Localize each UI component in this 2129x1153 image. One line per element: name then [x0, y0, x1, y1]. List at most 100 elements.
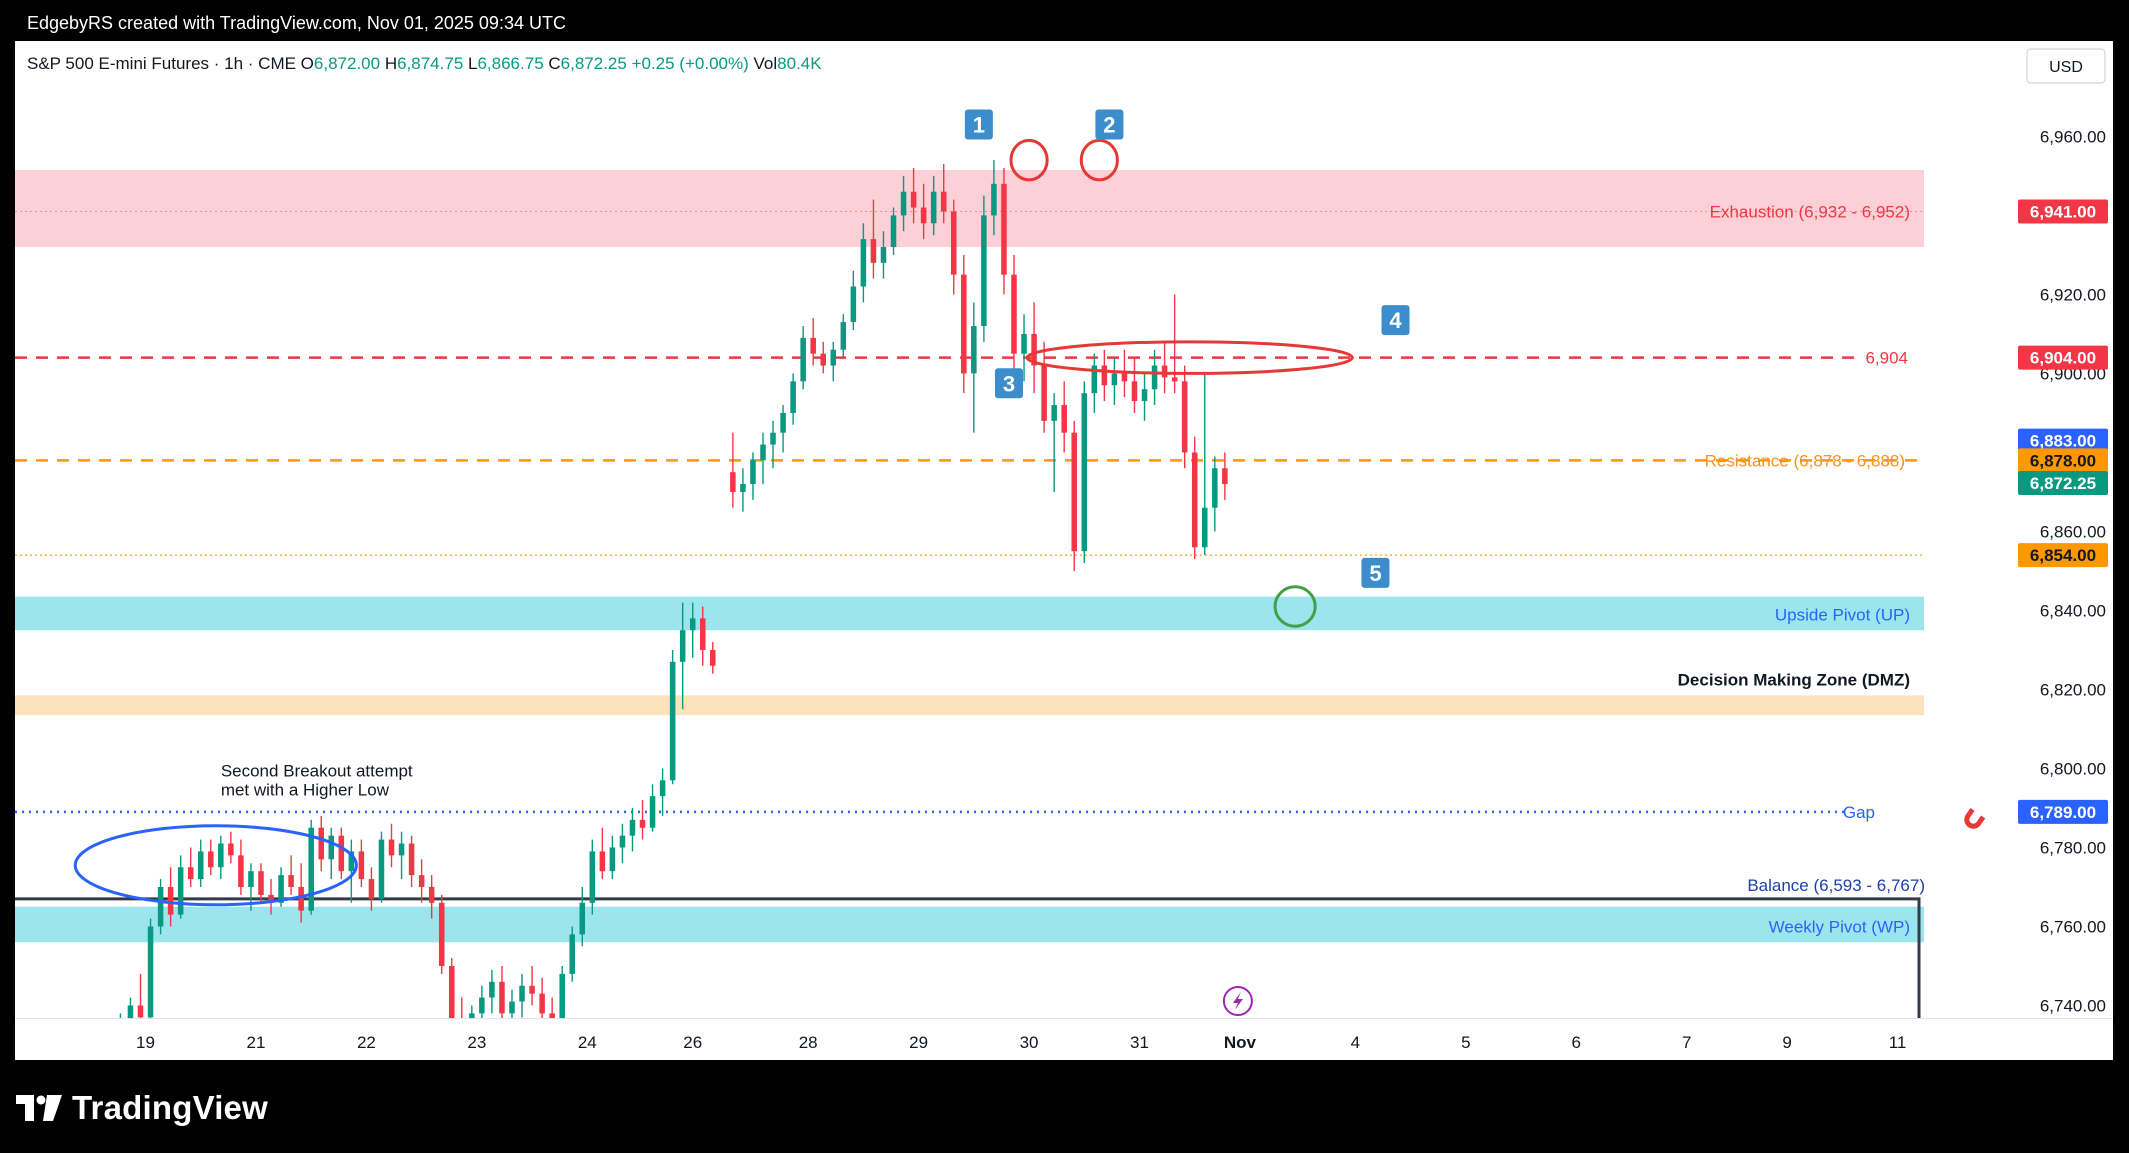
candle-85[interactable] [971, 302, 977, 433]
candle-80[interactable] [920, 183, 927, 240]
candle-9[interactable] [197, 839, 204, 887]
candle-28[interactable] [388, 823, 395, 868]
candle-7[interactable] [177, 855, 184, 919]
candle-84[interactable] [961, 254, 967, 394]
candle-89[interactable] [1011, 254, 1017, 374]
candle-3[interactable] [137, 973, 144, 1025]
candle-97[interactable] [1091, 353, 1098, 413]
marker-4[interactable]: 4 [1381, 305, 1410, 336]
candle-32[interactable] [428, 875, 435, 919]
candle-102[interactable] [1141, 373, 1148, 421]
price-label-3[interactable]: 6,878.00 [2018, 448, 2108, 473]
candle-79[interactable] [910, 168, 917, 224]
marker-3[interactable]: 3 [994, 368, 1023, 399]
candle-8[interactable] [187, 847, 194, 887]
candle-99[interactable] [1111, 357, 1118, 406]
candle-76[interactable] [880, 231, 887, 279]
candle-26[interactable] [368, 867, 375, 911]
marker-2[interactable]: 2 [1095, 109, 1124, 140]
candle-13[interactable] [238, 839, 244, 895]
price-label-2[interactable]: 6,883.00 [2018, 428, 2108, 453]
candle-2[interactable] [127, 997, 134, 1030]
candle-57[interactable] [679, 602, 686, 710]
candle-88[interactable] [1001, 168, 1007, 295]
candle-58[interactable] [689, 602, 696, 658]
candle-72[interactable] [840, 314, 847, 358]
candle-43[interactable] [539, 977, 545, 1025]
price-label-1[interactable]: 6,904.00 [2018, 345, 2108, 370]
candle-91[interactable] [1031, 302, 1037, 394]
candle-93[interactable] [1051, 393, 1057, 492]
candle-46[interactable] [569, 926, 575, 982]
candle-71[interactable] [830, 341, 837, 382]
candle-69[interactable] [810, 318, 816, 366]
candle-33[interactable] [438, 894, 445, 974]
candle-4[interactable] [147, 918, 154, 1022]
candle-95[interactable] [1071, 420, 1078, 571]
candle-18[interactable] [288, 855, 294, 895]
candle-56[interactable] [669, 649, 676, 785]
candle-63[interactable] [750, 452, 756, 500]
price-label-5[interactable]: 6,854.00 [2018, 543, 2108, 568]
lightning-icon[interactable] [1222, 986, 1253, 1016]
candle-5[interactable] [157, 879, 164, 935]
candle-54[interactable] [649, 784, 656, 832]
candle-61[interactable] [730, 432, 736, 508]
candle-25[interactable] [358, 839, 365, 887]
magnet-icon[interactable] [1961, 808, 1986, 832]
candle-11[interactable] [218, 835, 224, 880]
candle-50[interactable] [609, 835, 616, 880]
candle-19[interactable] [298, 863, 304, 923]
candle-35[interactable] [459, 997, 465, 1045]
candle-52[interactable] [629, 807, 636, 852]
candle-49[interactable] [599, 827, 606, 880]
candle-67[interactable] [790, 373, 796, 425]
candle-109[interactable] [1212, 456, 1218, 532]
candle-42[interactable] [529, 965, 535, 1006]
candle-59[interactable] [699, 606, 706, 666]
chart-frame[interactable]: 1 2 3 4 5 Exhaustion (6,932 - 6,952) Upside Pi… [15, 41, 2113, 1060]
candle-22[interactable] [328, 827, 335, 880]
candle-1[interactable] [118, 1013, 124, 1037]
candle-47[interactable] [579, 886, 586, 947]
candle-39[interactable] [499, 965, 505, 1025]
candle-30[interactable] [408, 835, 415, 887]
candle-86[interactable] [981, 195, 987, 342]
candle-16[interactable] [268, 879, 274, 915]
candle-24[interactable] [348, 839, 355, 903]
price-label-6[interactable]: 6,789.00 [2018, 799, 2108, 824]
candle-98[interactable] [1101, 349, 1108, 402]
candle-75[interactable] [870, 199, 877, 279]
candle-77[interactable] [890, 207, 897, 255]
candle-83[interactable] [950, 199, 957, 295]
candle-104[interactable] [1161, 341, 1168, 394]
candle-31[interactable] [418, 859, 425, 903]
candle-105[interactable] [1171, 294, 1178, 394]
candle-92[interactable] [1041, 341, 1047, 433]
marker-5[interactable]: 5 [1361, 557, 1390, 588]
candle-55[interactable] [659, 768, 666, 816]
tradingview-brand[interactable]: TradingView [16, 1085, 268, 1131]
candle-103[interactable] [1151, 349, 1158, 406]
candle-74[interactable] [860, 223, 867, 303]
candle-53[interactable] [639, 800, 646, 840]
candle-48[interactable] [589, 839, 596, 915]
candle-81[interactable] [930, 175, 937, 236]
price-label-0[interactable]: 6,941.00 [2018, 199, 2108, 224]
candle-66[interactable] [780, 405, 786, 453]
candle-10[interactable] [208, 839, 214, 876]
candle-60[interactable] [710, 642, 716, 674]
candle-29[interactable] [398, 831, 405, 880]
candle-82[interactable] [940, 164, 947, 224]
candle-41[interactable] [519, 973, 525, 1018]
candle-87[interactable] [991, 160, 997, 236]
candle-110[interactable] [1222, 452, 1228, 500]
candle-44[interactable] [549, 997, 555, 1053]
candle-38[interactable] [489, 969, 495, 1014]
candle-107[interactable] [1191, 436, 1198, 560]
candle-90[interactable] [1021, 314, 1027, 382]
candle-73[interactable] [850, 270, 857, 330]
candle-51[interactable] [619, 823, 626, 864]
